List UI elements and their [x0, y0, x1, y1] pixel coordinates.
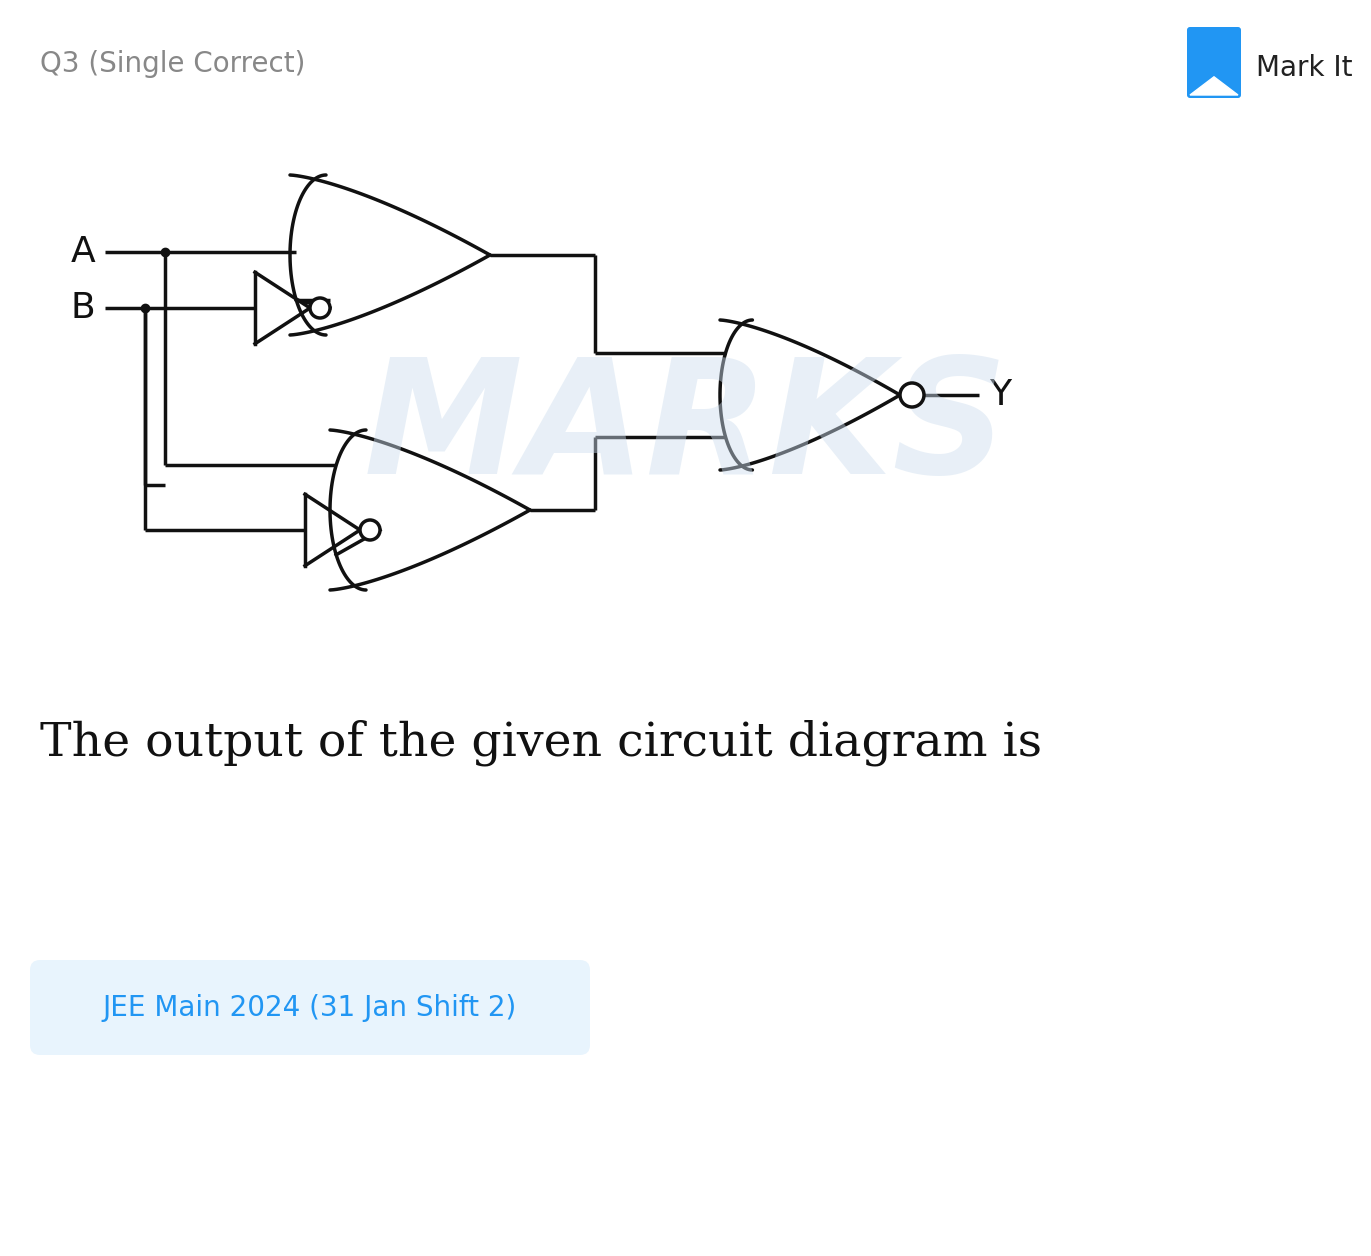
- Text: The output of the given circuit diagram is: The output of the given circuit diagram …: [40, 720, 1042, 766]
- Text: Y: Y: [988, 378, 1012, 412]
- Polygon shape: [1190, 77, 1238, 95]
- Text: A: A: [70, 235, 95, 269]
- Text: Mark It: Mark It: [1256, 54, 1353, 82]
- Text: Q3 (Single Correct): Q3 (Single Correct): [40, 50, 306, 78]
- Text: MARKS: MARKS: [363, 353, 1008, 507]
- Text: JEE Main 2024 (31 Jan Shift 2): JEE Main 2024 (31 Jan Shift 2): [103, 993, 517, 1021]
- Circle shape: [310, 298, 330, 318]
- Circle shape: [899, 383, 924, 407]
- FancyBboxPatch shape: [1187, 26, 1241, 98]
- FancyBboxPatch shape: [30, 960, 590, 1055]
- Text: B: B: [70, 291, 95, 325]
- Circle shape: [361, 520, 380, 540]
